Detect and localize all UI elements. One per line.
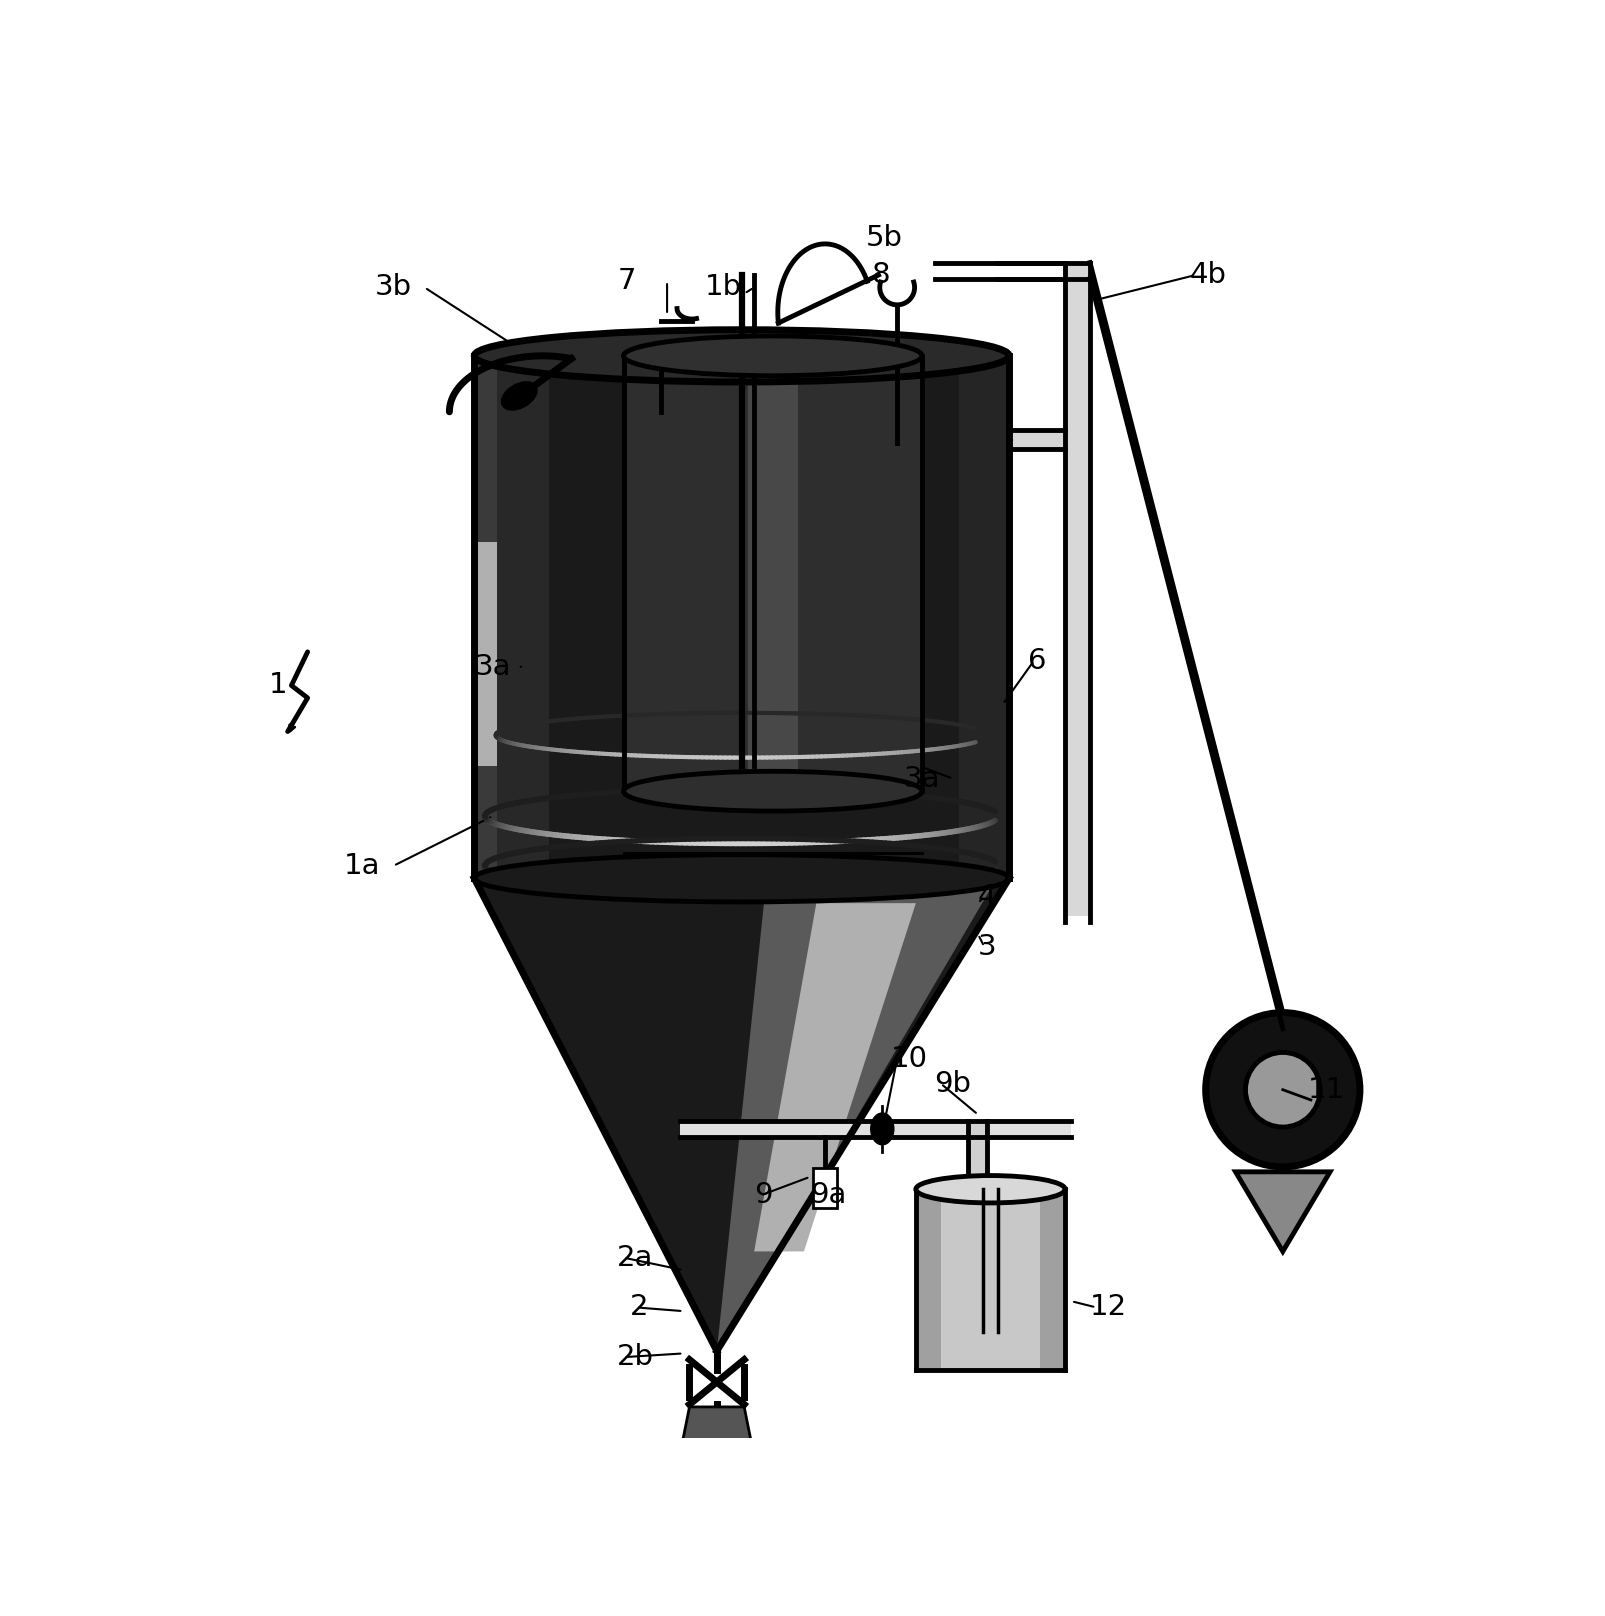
Polygon shape — [475, 356, 1010, 877]
Text: 10: 10 — [891, 1044, 928, 1073]
Polygon shape — [748, 356, 798, 792]
Circle shape — [1245, 1052, 1321, 1126]
Ellipse shape — [623, 336, 921, 377]
Polygon shape — [475, 877, 1010, 1351]
Text: 9: 9 — [754, 1181, 772, 1209]
Text: 2: 2 — [629, 1293, 648, 1322]
Ellipse shape — [872, 1113, 894, 1144]
Text: 12: 12 — [1090, 1293, 1127, 1322]
Text: 3a: 3a — [475, 653, 510, 680]
Bar — [812, 1168, 838, 1207]
Text: 3: 3 — [977, 932, 997, 960]
Polygon shape — [1066, 262, 1090, 916]
Polygon shape — [478, 543, 496, 766]
Text: 6: 6 — [1027, 646, 1046, 674]
Polygon shape — [754, 903, 916, 1251]
Text: 1b: 1b — [705, 273, 742, 302]
Polygon shape — [623, 356, 921, 792]
Polygon shape — [916, 1189, 941, 1370]
Text: 9b: 9b — [934, 1070, 971, 1097]
Text: 4: 4 — [977, 882, 997, 911]
Polygon shape — [960, 356, 1010, 877]
Text: 4b: 4b — [1189, 262, 1226, 289]
Polygon shape — [1236, 1172, 1331, 1251]
Text: 11: 11 — [1308, 1076, 1345, 1104]
Text: 9a: 9a — [811, 1181, 846, 1209]
Text: 5b: 5b — [867, 223, 904, 252]
Ellipse shape — [623, 771, 921, 811]
Text: 7: 7 — [618, 267, 636, 296]
Polygon shape — [679, 1408, 754, 1456]
Ellipse shape — [916, 1175, 1066, 1202]
Polygon shape — [968, 1122, 987, 1189]
Text: 3b: 3b — [376, 273, 412, 302]
Polygon shape — [717, 877, 997, 1351]
Ellipse shape — [502, 383, 536, 409]
Polygon shape — [1010, 430, 1066, 449]
Polygon shape — [496, 356, 549, 877]
Text: 8: 8 — [873, 262, 891, 289]
Circle shape — [1205, 1013, 1359, 1167]
Text: 2a: 2a — [618, 1244, 653, 1272]
Polygon shape — [679, 1122, 1072, 1138]
Polygon shape — [1040, 1189, 1066, 1370]
Text: 2b: 2b — [618, 1343, 655, 1370]
Ellipse shape — [475, 855, 1010, 902]
Text: 1a: 1a — [343, 852, 380, 879]
Text: 1: 1 — [270, 672, 287, 700]
Polygon shape — [475, 356, 506, 877]
Ellipse shape — [475, 330, 1010, 381]
Polygon shape — [916, 1189, 1066, 1370]
Text: 3a: 3a — [904, 764, 941, 793]
